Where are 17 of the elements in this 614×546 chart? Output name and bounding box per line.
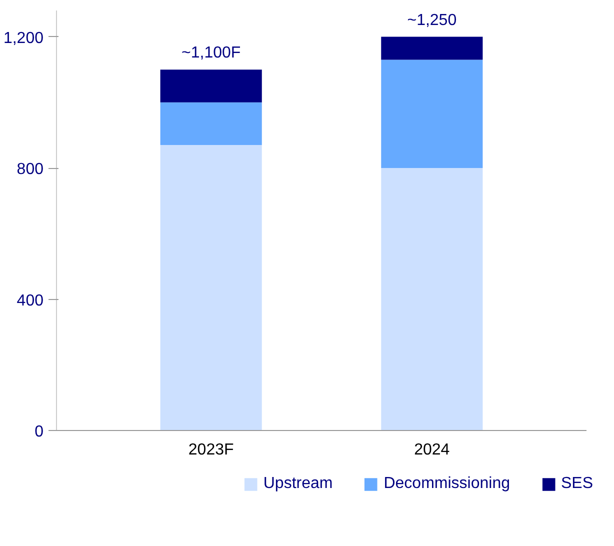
bar (381, 168, 483, 430)
bar (160, 102, 262, 146)
bar (381, 60, 483, 168)
x-tick-label: 2024 (414, 442, 450, 458)
y-tick-label: 400 (16, 292, 44, 310)
legend-label: Upstream (263, 475, 333, 493)
y-tick-label: 800 (16, 161, 44, 178)
annotation: ~1,250 (407, 12, 457, 29)
y-tick-label: 1,200 (3, 30, 44, 47)
bar (160, 70, 262, 102)
annotation: ~1,100F (182, 44, 241, 62)
bar (381, 36, 483, 60)
legend-label: SES (560, 475, 593, 493)
x-tick-label: 2023F (188, 442, 234, 458)
y-tick-label: 0 (34, 424, 44, 440)
bar (160, 145, 262, 430)
legend-label: Decommissioning (384, 475, 510, 493)
